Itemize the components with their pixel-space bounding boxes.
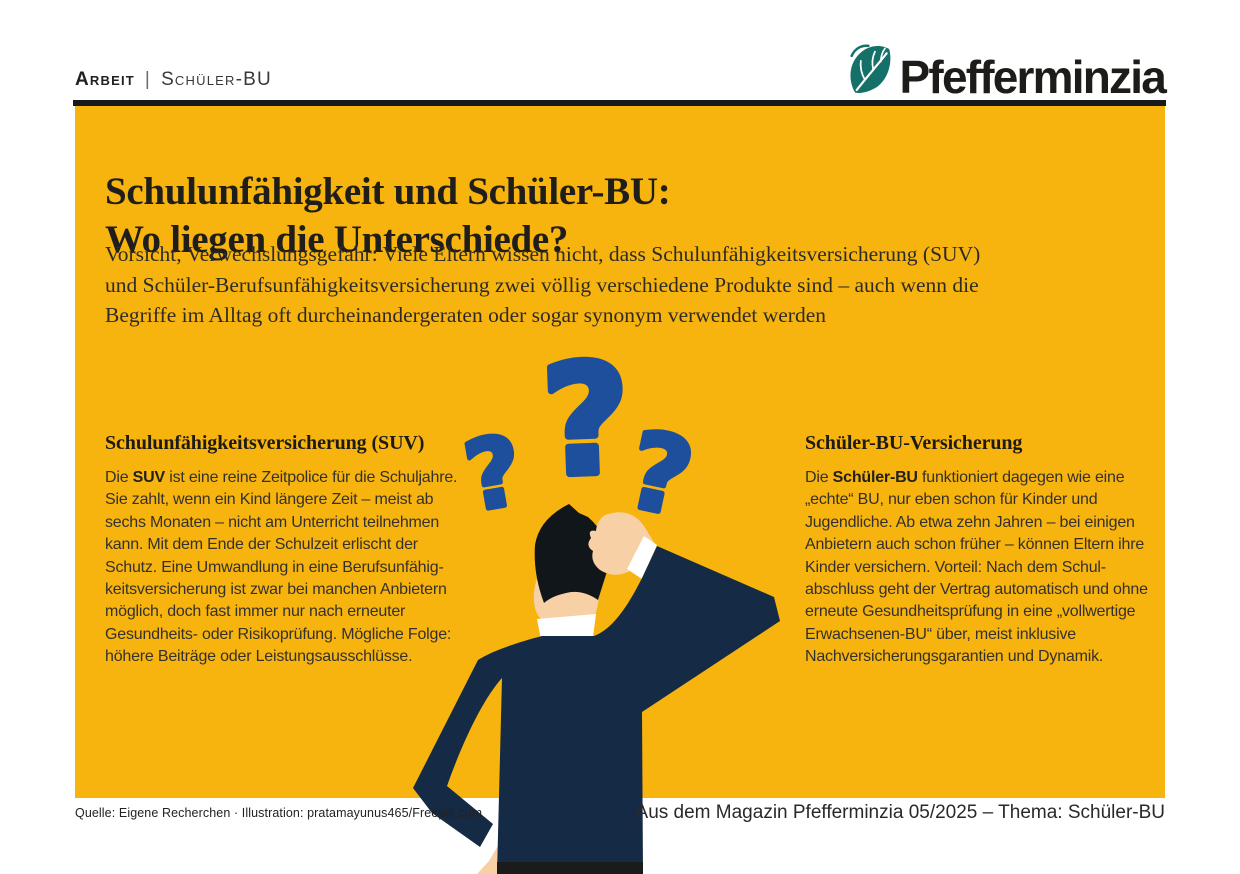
man-belt [497,862,643,874]
masthead: Arbeit | Schüler-BU Pfefferminzia [75,0,1167,103]
column-schueler-bu-heading: Schüler-BU-Versicherung [805,432,1023,454]
kicker-topic: Schüler-BU [161,69,272,90]
man-shirt-hip [478,824,505,861]
column-suv-heading: Schulunfähigkeitsversicherung (SUV) [105,432,425,454]
column-schueler-bu-bold-term: Schüler-BU [832,469,918,486]
column-schueler-bu: Schüler-BU-Versicherung Die Schüler-BU f… [805,432,1161,669]
kicker-category: Arbeit [75,69,135,90]
column-schueler-bu-text: funktioniert dagegen wie eine „echte“ BU… [805,469,1148,666]
article-title: Schulunfähigkeit und Schüler-BU: Wo lieg… [105,168,671,264]
man-hip-hand [477,834,505,874]
article-intro: Vorsicht, Verwechslungsgefahr: Viele Elt… [105,242,981,327]
magazine-issue-note: Aus dem Magazin Pfefferminzia 05/2025 – … [635,802,1165,823]
article-panel: Schulunfähigkeit und Schüler-BU: Wo lieg… [75,106,1165,798]
logo-wordmark: Pfefferminzia [899,50,1167,103]
column-schueler-bu-body: Die Schüler-BU funktioniert dagegen wie … [805,467,1161,669]
section-kicker: Arbeit | Schüler-BU [75,69,272,91]
column-schueler-bu-lead: Die [805,469,833,486]
peppermint-leaf-icon [849,44,890,94]
article-title-line2: Wo liegen die Unterschiede? [105,218,569,262]
source-credit: Quelle: Eigene Recherchen · Illustration… [75,806,483,820]
header-divider-rule [73,100,1166,106]
pfefferminzia-logo: Pfefferminzia [845,43,1167,103]
article-title-line1: Schulunfähigkeit und Schüler-BU: [105,170,671,214]
column-suv: Schulunfähigkeitsversicherung (SUV) Die … [105,432,461,669]
column-suv-body: Die SUV ist eine reine Zeitpolice für di… [105,467,461,669]
column-suv-lead: Die [105,469,133,486]
kicker-separator: | [144,69,152,90]
column-suv-text: ist eine reine Zeitpolice für die Schulj… [105,469,458,666]
column-suv-bold-term: SUV [132,469,166,486]
